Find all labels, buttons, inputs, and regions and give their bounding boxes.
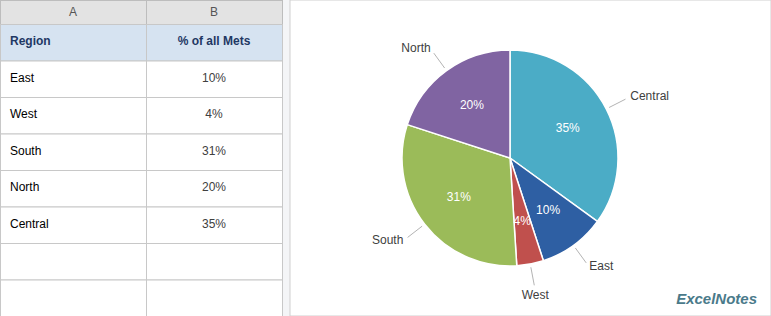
header-text: % of all Mets [178, 34, 251, 48]
data-label: 20% [460, 98, 484, 112]
leader-line [434, 53, 445, 68]
pie-slice [407, 50, 510, 158]
percent-text: 10% [202, 71, 226, 85]
data-label: 35% [556, 121, 580, 135]
category-label: West [522, 288, 550, 302]
table-cell [147, 134, 283, 171]
data-label: 31% [447, 190, 471, 204]
category-label: Central [630, 89, 669, 103]
category-label: North [401, 41, 430, 55]
column-letter: B [210, 5, 218, 19]
percent-text: 20% [202, 180, 226, 194]
table-cell [1, 280, 147, 316]
leader-line [609, 99, 625, 107]
table-cell [1, 171, 147, 208]
header-cell [1, 25, 147, 62]
region-text: South [10, 144, 41, 158]
labels: 35% Central 10% East 4% West 31% South 20% North [372, 41, 669, 302]
category-label: East [589, 259, 614, 273]
category-label: South [372, 233, 403, 247]
leader-line [531, 267, 534, 285]
region-text: West [10, 107, 38, 121]
table-cell [147, 171, 283, 208]
chart-area [290, 0, 771, 316]
region-text: North [10, 180, 39, 194]
table-cell [1, 61, 147, 98]
header-text: Region [10, 34, 51, 48]
column-header-cell [147, 1, 283, 25]
pie [402, 50, 618, 266]
table-cell [147, 207, 283, 244]
watermark: ExcelNotes [676, 290, 757, 307]
table: A B Region % of all Mets East 10% West 4% South 3… [1, 1, 283, 316]
table-cell [147, 61, 283, 98]
chart-svg: ABRegion% of all MetsEast10%West4%South3… [0, 0, 771, 316]
table-cell [1, 207, 147, 244]
table-cell [147, 280, 283, 316]
percent-text: 31% [202, 144, 226, 158]
region-text: Central [10, 217, 49, 231]
table-cell [147, 244, 283, 281]
percent-text: 4% [205, 107, 223, 121]
column-letter: A [69, 5, 77, 19]
chart-root: ABRegion% of all MetsEast10%West4%South3… [0, 0, 771, 316]
table-cell [147, 98, 283, 135]
region-text: East [10, 71, 35, 85]
data-label: 4% [513, 214, 531, 228]
data-label: 10% [536, 203, 560, 217]
percent-text: 35% [202, 217, 226, 231]
table-cell [1, 134, 147, 171]
leader-line [408, 226, 423, 237]
table-cell [1, 244, 147, 281]
leader-line [575, 248, 586, 263]
column-header-cell [1, 1, 147, 25]
table-cell [1, 98, 147, 135]
header-cell [147, 25, 283, 62]
